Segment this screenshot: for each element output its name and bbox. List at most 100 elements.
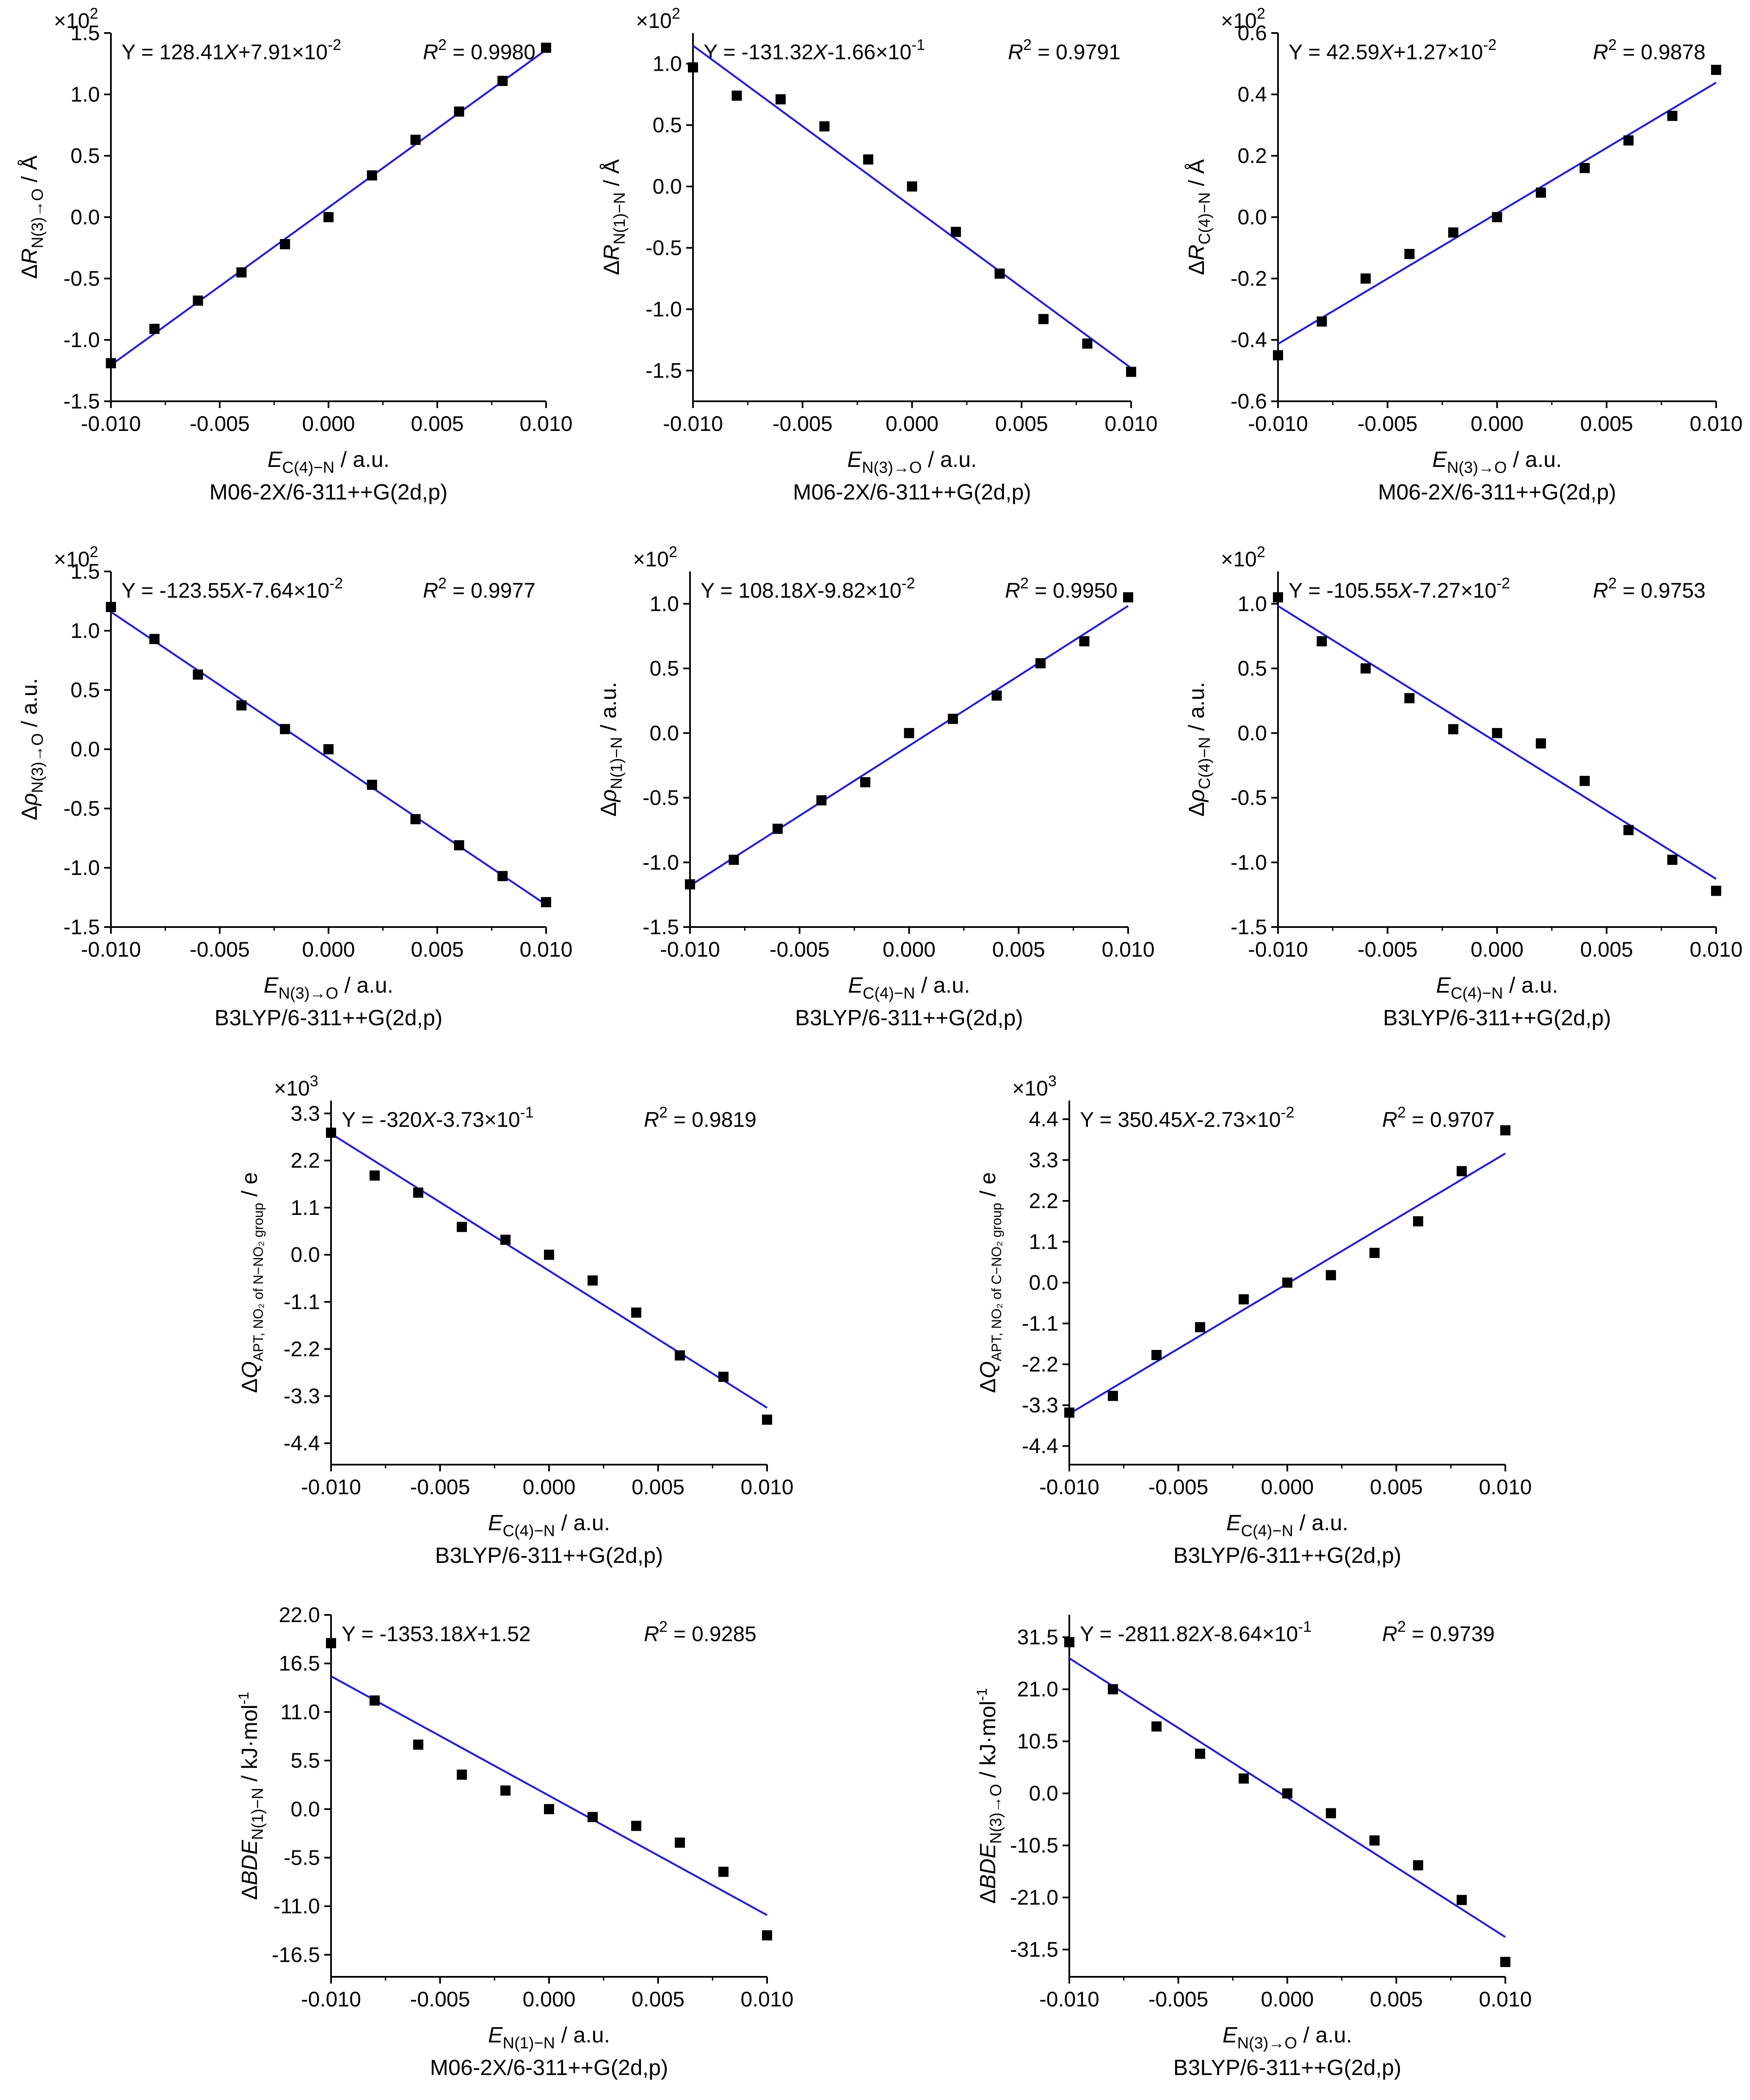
x-tick-label: 0.010: [1689, 938, 1742, 961]
data-point: [1151, 1350, 1162, 1360]
eq-rest: -7.27×10: [1412, 579, 1496, 602]
ylabel-sub: APT, NO₂ of C−NO₂ group: [989, 1203, 1004, 1361]
data-point: [236, 267, 247, 278]
x-tick-label: 0.010: [1104, 412, 1157, 436]
data-point: [718, 1866, 729, 1877]
eq-rest: +1.52: [477, 1622, 531, 1646]
y-tick-label: 0.5: [70, 678, 100, 702]
x-tick-label: -0.005: [410, 1475, 470, 1499]
x-tick-label: -0.010: [81, 412, 141, 436]
x-tick-label: 0.005: [632, 1475, 685, 1499]
x-tick-label: 0.000: [302, 938, 355, 961]
y-tick-label: -0.5: [646, 236, 682, 260]
ylabel-prefix: Δ: [596, 802, 621, 817]
eq-var: X: [224, 40, 239, 64]
data-point: [718, 1371, 729, 1382]
y-tick-label: -1.5: [646, 359, 682, 383]
data-point: [1536, 188, 1546, 198]
data-point: [631, 1307, 641, 1318]
eq-rest: -3.73×10: [436, 1108, 520, 1131]
x-tick-label: 0.000: [886, 412, 938, 436]
r2-exp: 2: [1397, 1618, 1406, 1635]
ylabel-unit: / e: [237, 1172, 262, 1203]
chart-panel-e: -0.010 -0.005 0.000 0.005 0.010 -1.5 -1.0 -0.5 0…: [596, 543, 1155, 1030]
data-point: [454, 840, 464, 850]
data-point: [497, 76, 508, 86]
data-point: [948, 714, 958, 724]
data-point: [410, 135, 421, 145]
x-tick-label: 0.010: [740, 1987, 793, 2011]
x-tick-label: 0.000: [302, 412, 355, 436]
eq-prefix: Y = -105.55: [1289, 579, 1398, 602]
data-point: [1282, 1278, 1292, 1288]
eq-var: X: [1379, 40, 1394, 64]
eq-var: X: [231, 579, 246, 602]
data-point: [762, 1414, 772, 1425]
r2-exp: 2: [1020, 574, 1029, 592]
ylabel-main: ρ: [1184, 789, 1209, 803]
r2-label: R: [1382, 1108, 1397, 1131]
chart-panel-a: -0.010 -0.005 0.000 0.005 0.010 -1.5 -1.0 -0.5 0…: [17, 5, 573, 505]
r2-exp: 2: [1608, 574, 1617, 592]
x-axis-label: EN(3)→O / a.u.: [1432, 447, 1562, 477]
x-tick-label: 0.005: [1370, 1987, 1423, 2011]
data-point: [1413, 1216, 1423, 1227]
fit-equation: Y = -131.32X-1.66×10-1: [704, 36, 925, 64]
multiplier-exp: 3: [1048, 1072, 1057, 1090]
multiplier-base: ×10: [1221, 547, 1257, 571]
xlabel-unit: / a.u.: [915, 973, 970, 998]
ylabel-main: BDE: [237, 1839, 262, 1885]
data-point: [1239, 1294, 1249, 1305]
ylabel-main: Q: [976, 1361, 1000, 1378]
data-point: [1500, 1957, 1510, 1967]
y-axis-label: ΔρN(1)−N / a.u.: [596, 682, 626, 817]
x-tick-label: 0.005: [992, 938, 1045, 961]
method-label: B3LYP/6-311++G(2d,p): [1173, 2056, 1402, 2080]
ylabel-unit: / Å: [17, 155, 42, 188]
eq-rest: -7.64×10: [245, 579, 329, 602]
chart-panel-h: -0.010 -0.005 0.000 0.005 0.010 -4.4 -3.3 -2.2 -…: [976, 1072, 1532, 1568]
y-axis-label: ΔρN(3)→O / a.u.: [17, 678, 47, 820]
data-point: [236, 700, 247, 711]
data-point: [819, 121, 830, 132]
eq-rest: -9.82×10: [817, 579, 902, 602]
y-tick-label: -0.4: [1231, 328, 1267, 352]
x-tick-label: 0.000: [1261, 1987, 1314, 2011]
axis-multiplier: ×102: [1221, 543, 1265, 571]
data-point: [1369, 1247, 1380, 1258]
x-tick-label: 0.005: [632, 1987, 685, 2011]
x-tick-label: -0.010: [301, 1987, 361, 2011]
y-tick-label: -0.5: [643, 786, 679, 810]
xlabel-unit: / a.u.: [338, 973, 393, 998]
fit-equation: Y = -2811.82X-8.64×10-1: [1080, 1618, 1311, 1646]
r2-value: = 0.9285: [668, 1622, 756, 1646]
xlabel-sub: N(1)−N: [503, 2034, 555, 2052]
y-tick-label: -1.1: [284, 1290, 320, 1314]
eq-var: X: [813, 40, 828, 64]
x-tick-label: 0.005: [1580, 938, 1633, 961]
y-tick-label: 0.0: [1029, 1271, 1058, 1294]
xlabel-unit: / a.u.: [1293, 1511, 1348, 1535]
ylabel-prefix: Δ: [976, 1889, 1000, 1904]
data-point: [863, 154, 873, 165]
x-axis-label: EC(4)−N / a.u.: [1226, 1511, 1348, 1540]
x-tick-label: 0.000: [1471, 938, 1524, 961]
data-point: [776, 94, 786, 105]
multiplier-base: ×10: [274, 1076, 310, 1100]
r2-label: R: [423, 40, 438, 64]
xlabel-sub: N(3)→O: [862, 459, 922, 477]
r2-label: R: [644, 1622, 659, 1646]
x-tick-label: 0.005: [1370, 1475, 1423, 1499]
y-tick-label: -1.0: [643, 850, 679, 874]
ylabel-sub: APT, NO₂ of N−NO₂ group: [251, 1203, 266, 1361]
ylabel-prefix: Δ: [237, 1378, 262, 1393]
x-tick-label: 0.005: [1580, 412, 1633, 436]
r2-exp: 2: [438, 574, 447, 592]
data-point: [413, 1739, 423, 1750]
r2-value: = 0.9739: [1406, 1622, 1495, 1646]
y-tick-label: -21.0: [1010, 1886, 1058, 1910]
fit-line: [1277, 605, 1717, 880]
data-point: [1667, 855, 1678, 865]
data-point: [280, 724, 290, 734]
y-tick-label: 3.3: [290, 1101, 320, 1125]
